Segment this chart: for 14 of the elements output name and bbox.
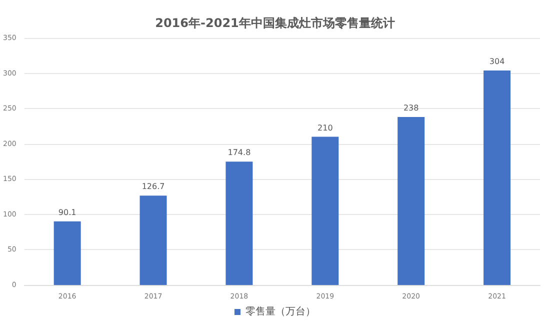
legend-label: 零售量（万台） — [246, 306, 316, 318]
chart-title: 2016年-2021年中国集成灶市场零售量统计 — [155, 16, 395, 30]
bar — [312, 136, 339, 285]
bar — [226, 162, 253, 285]
data-label: 126.7 — [142, 182, 165, 192]
data-label: 304 — [489, 56, 505, 66]
bar — [484, 70, 511, 285]
bar — [54, 221, 81, 285]
data-label: 90.1 — [58, 208, 76, 217]
bar — [398, 117, 425, 285]
data-label: 238 — [403, 104, 419, 113]
data-label: 174.8 — [228, 148, 251, 158]
bar — [140, 196, 167, 285]
data-label: 210 — [318, 123, 333, 132]
